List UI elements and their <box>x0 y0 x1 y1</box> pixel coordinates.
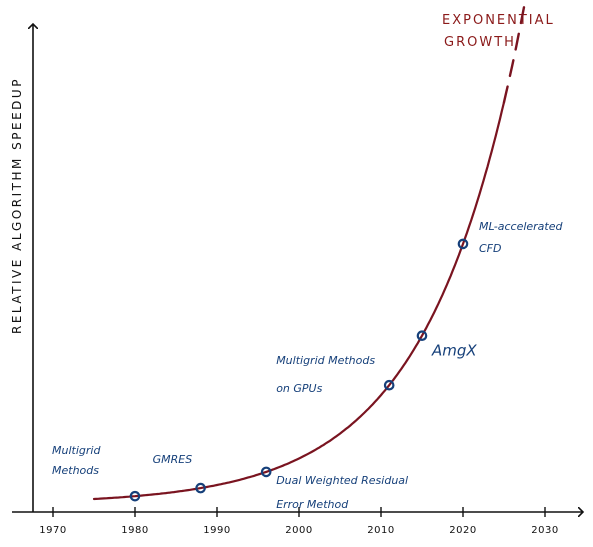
milestone-label: AmgX <box>431 342 477 360</box>
growth-curve <box>92 0 527 501</box>
milestone-marker <box>195 482 206 494</box>
milestones: Multigrid Methods GMRES Dual Weighted Resid… <box>52 220 564 511</box>
growth-annotation-line-2: GROWTH <box>444 35 516 50</box>
y-axis-label: RELATIVE ALGORITHM SPEEDUP <box>10 77 24 334</box>
x-tick-label: 1980 <box>121 525 148 536</box>
x-tick-label: 1990 <box>203 525 230 536</box>
growth-annotation-line-1: EXPONENTIAL <box>442 13 555 28</box>
x-tick-label: 2000 <box>285 525 312 536</box>
milestone-label: Multigrid Methods on GPUs <box>276 354 375 395</box>
milestone-marker <box>129 490 141 502</box>
milestone-label: Dual Weighted Residual Error Method <box>276 474 408 511</box>
milestone-label: ML-accelerated CFD <box>479 220 564 255</box>
milestone-marker <box>383 379 395 391</box>
curve-solid <box>92 101 506 501</box>
x-ticks: 1970 1980 1990 2000 2010 2020 2030 <box>39 507 558 536</box>
x-tick-label: 2030 <box>531 525 558 536</box>
growth-annotation: EXPONENTIAL GROWTH <box>442 13 561 50</box>
milestone-label: Multigrid Methods <box>52 444 101 477</box>
milestone-marker <box>457 238 469 250</box>
milestone-label: GMRES <box>153 453 193 466</box>
x-tick-label: 1970 <box>39 525 66 536</box>
milestone-marker <box>416 330 428 342</box>
x-tick-label: 2010 <box>367 525 394 536</box>
milestone-marker <box>260 466 272 478</box>
x-tick-label: 2020 <box>449 525 476 536</box>
